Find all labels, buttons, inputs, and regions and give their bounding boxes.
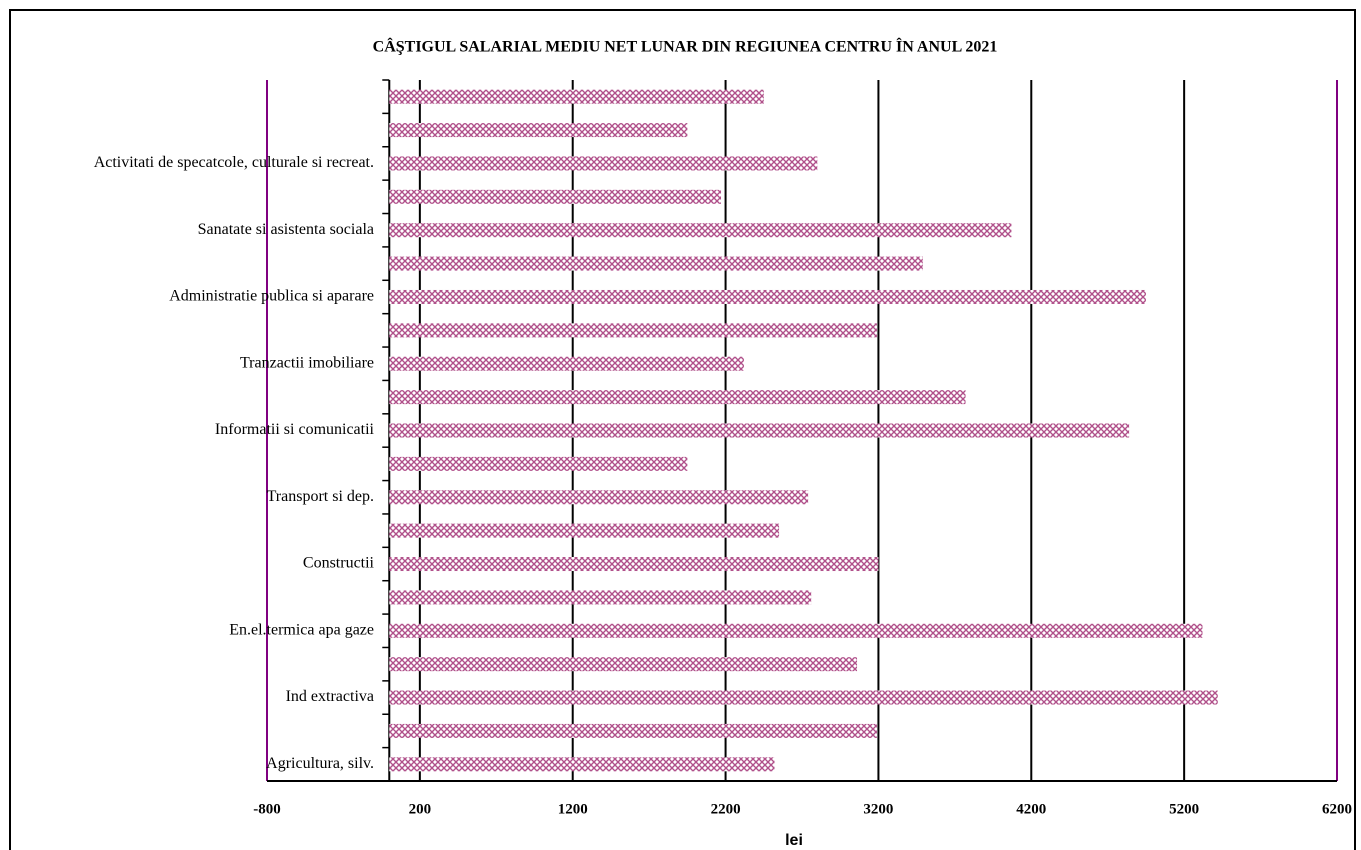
y-tick-label: Sanatate si asistenta sociala <box>198 221 374 238</box>
bar <box>389 390 966 405</box>
bar <box>389 490 809 505</box>
x-axis-label: lei <box>785 832 803 849</box>
bar <box>389 123 688 138</box>
bar <box>389 590 812 605</box>
y-tick-label: En.el.termica apa gaze <box>229 621 374 638</box>
x-tick-label: 6200 <box>1322 801 1352 817</box>
bar <box>389 356 744 371</box>
y-tick-label: Administratie publica si aparare <box>169 288 374 305</box>
y-tick-label: Informatii si comunicatii <box>215 421 375 438</box>
x-tick-label: 200 <box>409 801 432 817</box>
bar <box>389 557 879 572</box>
bar <box>389 289 1146 304</box>
bar <box>389 223 1012 238</box>
bar <box>389 323 877 338</box>
y-tick-label: Ind extractiva <box>286 688 374 705</box>
x-tick-label: 1200 <box>558 801 588 817</box>
x-tick-label: 2200 <box>711 801 741 817</box>
bar <box>389 757 775 772</box>
y-tick-label: Activitati de specatcole, culturale si r… <box>94 154 374 171</box>
y-tick-label: Transport si dep. <box>267 488 374 505</box>
x-tick-label: -800 <box>253 801 281 817</box>
bar <box>389 456 688 471</box>
x-tick-label: 4200 <box>1016 801 1046 817</box>
y-tick-label: Tranzactii imobiliare <box>240 354 374 371</box>
bar <box>389 189 721 204</box>
bar <box>389 657 858 672</box>
x-tick-label: 3200 <box>863 801 893 817</box>
bar <box>389 623 1203 638</box>
bar <box>389 523 780 538</box>
bar <box>389 690 1218 705</box>
bar <box>389 156 818 171</box>
bar <box>389 723 877 738</box>
bar <box>389 256 923 271</box>
chart-title: CÂŞTIGUL SALARIAL MEDIU NET LUNAR DIN RE… <box>373 37 998 56</box>
y-tick-label: Agricultura, silv. <box>266 755 374 772</box>
bar <box>389 423 1130 438</box>
bar <box>389 89 764 104</box>
y-tick-label: Constructii <box>303 555 375 572</box>
outer-frame <box>9 9 1356 850</box>
x-tick-label: 5200 <box>1169 801 1199 817</box>
